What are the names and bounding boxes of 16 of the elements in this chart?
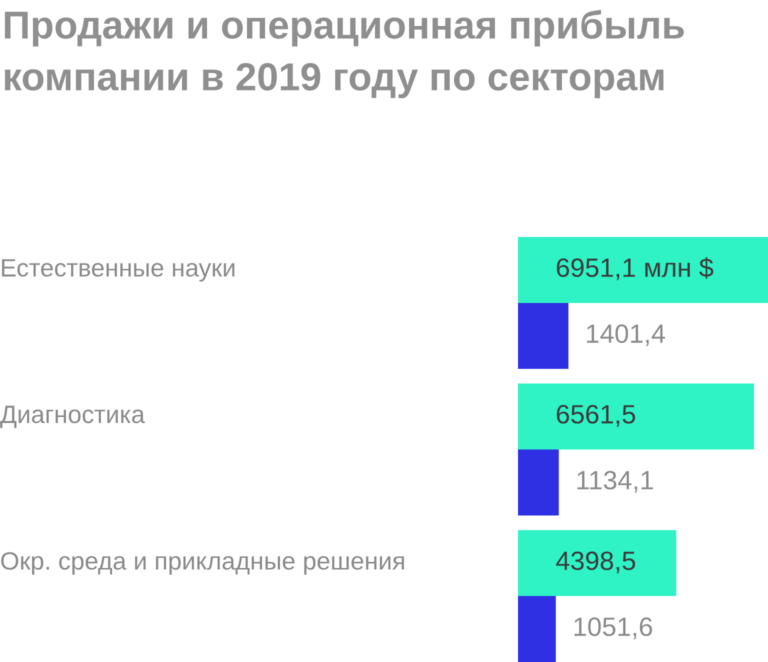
bar bbox=[518, 596, 556, 662]
chart-title: Продажи и операционная прибыль компании в 2019 году по секторам bbox=[4, 10, 684, 98]
data-label: 1134,1 bbox=[577, 470, 653, 493]
y-tick-label: Диагностика bbox=[0, 406, 145, 428]
y-tick-label: Естественные науки bbox=[2, 259, 234, 282]
data-label: 1051,6 bbox=[574, 617, 652, 640]
bar bbox=[518, 384, 754, 450]
y-tick-label: Окр. среда и прикладные решения bbox=[1, 552, 404, 575]
data-label: 6951,1 млн $ bbox=[556, 257, 714, 280]
data-label: 4398,5 bbox=[556, 551, 636, 574]
bar bbox=[518, 450, 559, 516]
data-label: 6561,5 bbox=[556, 404, 636, 427]
bar bbox=[518, 302, 568, 369]
bar bbox=[518, 530, 676, 596]
bar bbox=[518, 237, 768, 303]
data-label: 1401,4 bbox=[587, 324, 666, 346]
